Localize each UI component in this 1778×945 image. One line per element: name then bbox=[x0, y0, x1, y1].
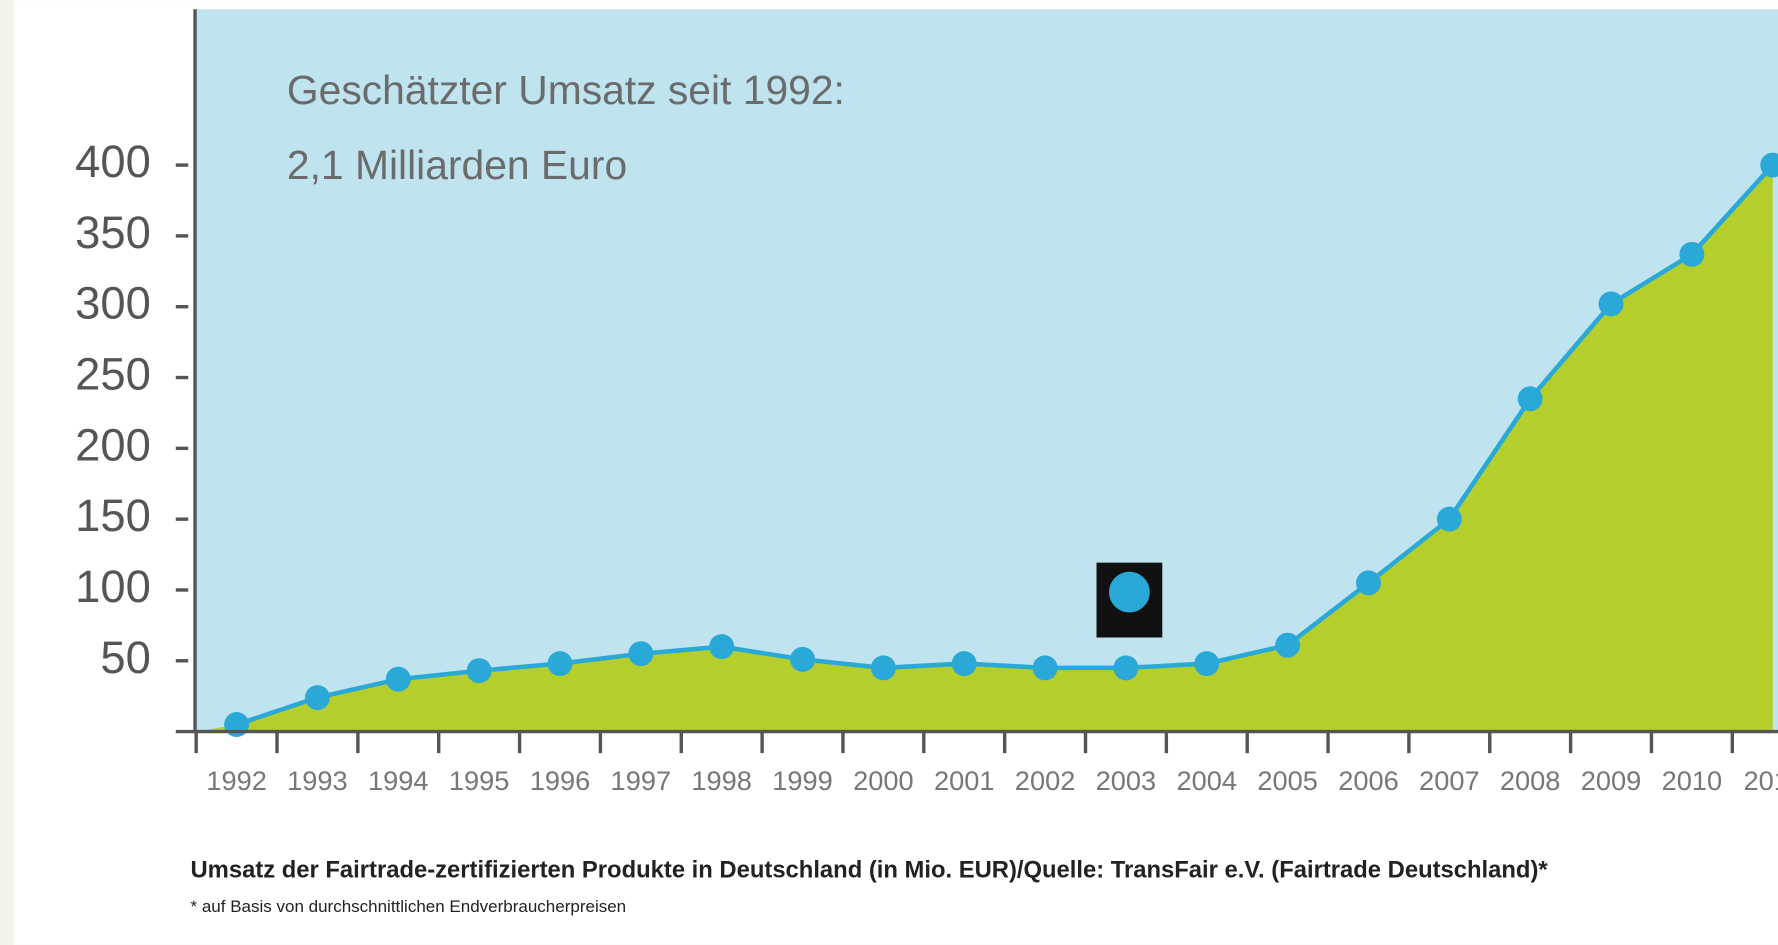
point bbox=[1437, 507, 1462, 532]
x-tick-label: 2001 bbox=[934, 765, 995, 796]
x-tick-label: 2008 bbox=[1500, 765, 1561, 796]
point bbox=[1518, 386, 1543, 411]
x-tick-label: 1998 bbox=[691, 765, 752, 796]
x-tick-label: 1999 bbox=[772, 765, 833, 796]
x-tick-label: 2002 bbox=[1015, 765, 1076, 796]
point bbox=[952, 651, 977, 676]
y-tick-label: 350 bbox=[75, 207, 151, 258]
x-tick-label: 2006 bbox=[1338, 765, 1399, 796]
x-tick-label: 1997 bbox=[611, 765, 672, 796]
point bbox=[1679, 242, 1704, 267]
point bbox=[1194, 651, 1219, 676]
chart-subtitle: 2,1 Milliarden Euro bbox=[287, 142, 627, 188]
fairtrade-icon bbox=[1097, 563, 1163, 638]
x-tick-label: 1992 bbox=[206, 765, 267, 796]
y-tick-label: 150 bbox=[75, 490, 151, 541]
point bbox=[386, 667, 411, 692]
point bbox=[1356, 570, 1381, 595]
x-tick-label: 2004 bbox=[1177, 765, 1238, 796]
point bbox=[548, 651, 573, 676]
page: {"chart_data": {"type": "area", "title":… bbox=[0, 0, 1778, 945]
x-tick-label: 1993 bbox=[287, 765, 348, 796]
caption: Umsatz der Fairtrade-zertifizierten Prod… bbox=[191, 856, 1549, 883]
x-tick-label: 2005 bbox=[1257, 765, 1318, 796]
point bbox=[628, 641, 653, 666]
point bbox=[305, 685, 330, 710]
x-tick-label: 2003 bbox=[1096, 765, 1157, 796]
y-tick-label: 200 bbox=[75, 419, 151, 470]
point bbox=[1033, 655, 1058, 680]
x-tick-label: 2000 bbox=[853, 765, 914, 796]
chart: Geschätzter Umsatz seit 1992: 2,1 Millia… bbox=[0, 0, 1778, 945]
x-tick-label: 1996 bbox=[530, 765, 591, 796]
y-tick-label: 250 bbox=[75, 349, 151, 400]
y-tick-label: 400 bbox=[75, 136, 151, 187]
point bbox=[1275, 633, 1300, 658]
point bbox=[709, 634, 734, 659]
y-tick-label: 50 bbox=[100, 632, 150, 683]
x-tick-label: 2007 bbox=[1419, 765, 1480, 796]
point bbox=[1113, 655, 1138, 680]
point bbox=[871, 655, 896, 680]
y-tick-label: 300 bbox=[75, 278, 151, 329]
point bbox=[1599, 291, 1624, 316]
x-tick-label: 2010 bbox=[1662, 765, 1723, 796]
x-tick-label: 1995 bbox=[449, 765, 510, 796]
x-tick-label: 1994 bbox=[368, 765, 429, 796]
chart-title: Geschätzter Umsatz seit 1992: bbox=[287, 67, 845, 113]
x-tick-label: 2011 bbox=[1743, 765, 1778, 796]
point bbox=[790, 647, 815, 672]
point bbox=[467, 658, 492, 683]
y-tick-label: 100 bbox=[75, 561, 151, 612]
x-tick-label: 2009 bbox=[1581, 765, 1642, 796]
footnote: * auf Basis von durchschnittlichen Endve… bbox=[191, 897, 627, 916]
